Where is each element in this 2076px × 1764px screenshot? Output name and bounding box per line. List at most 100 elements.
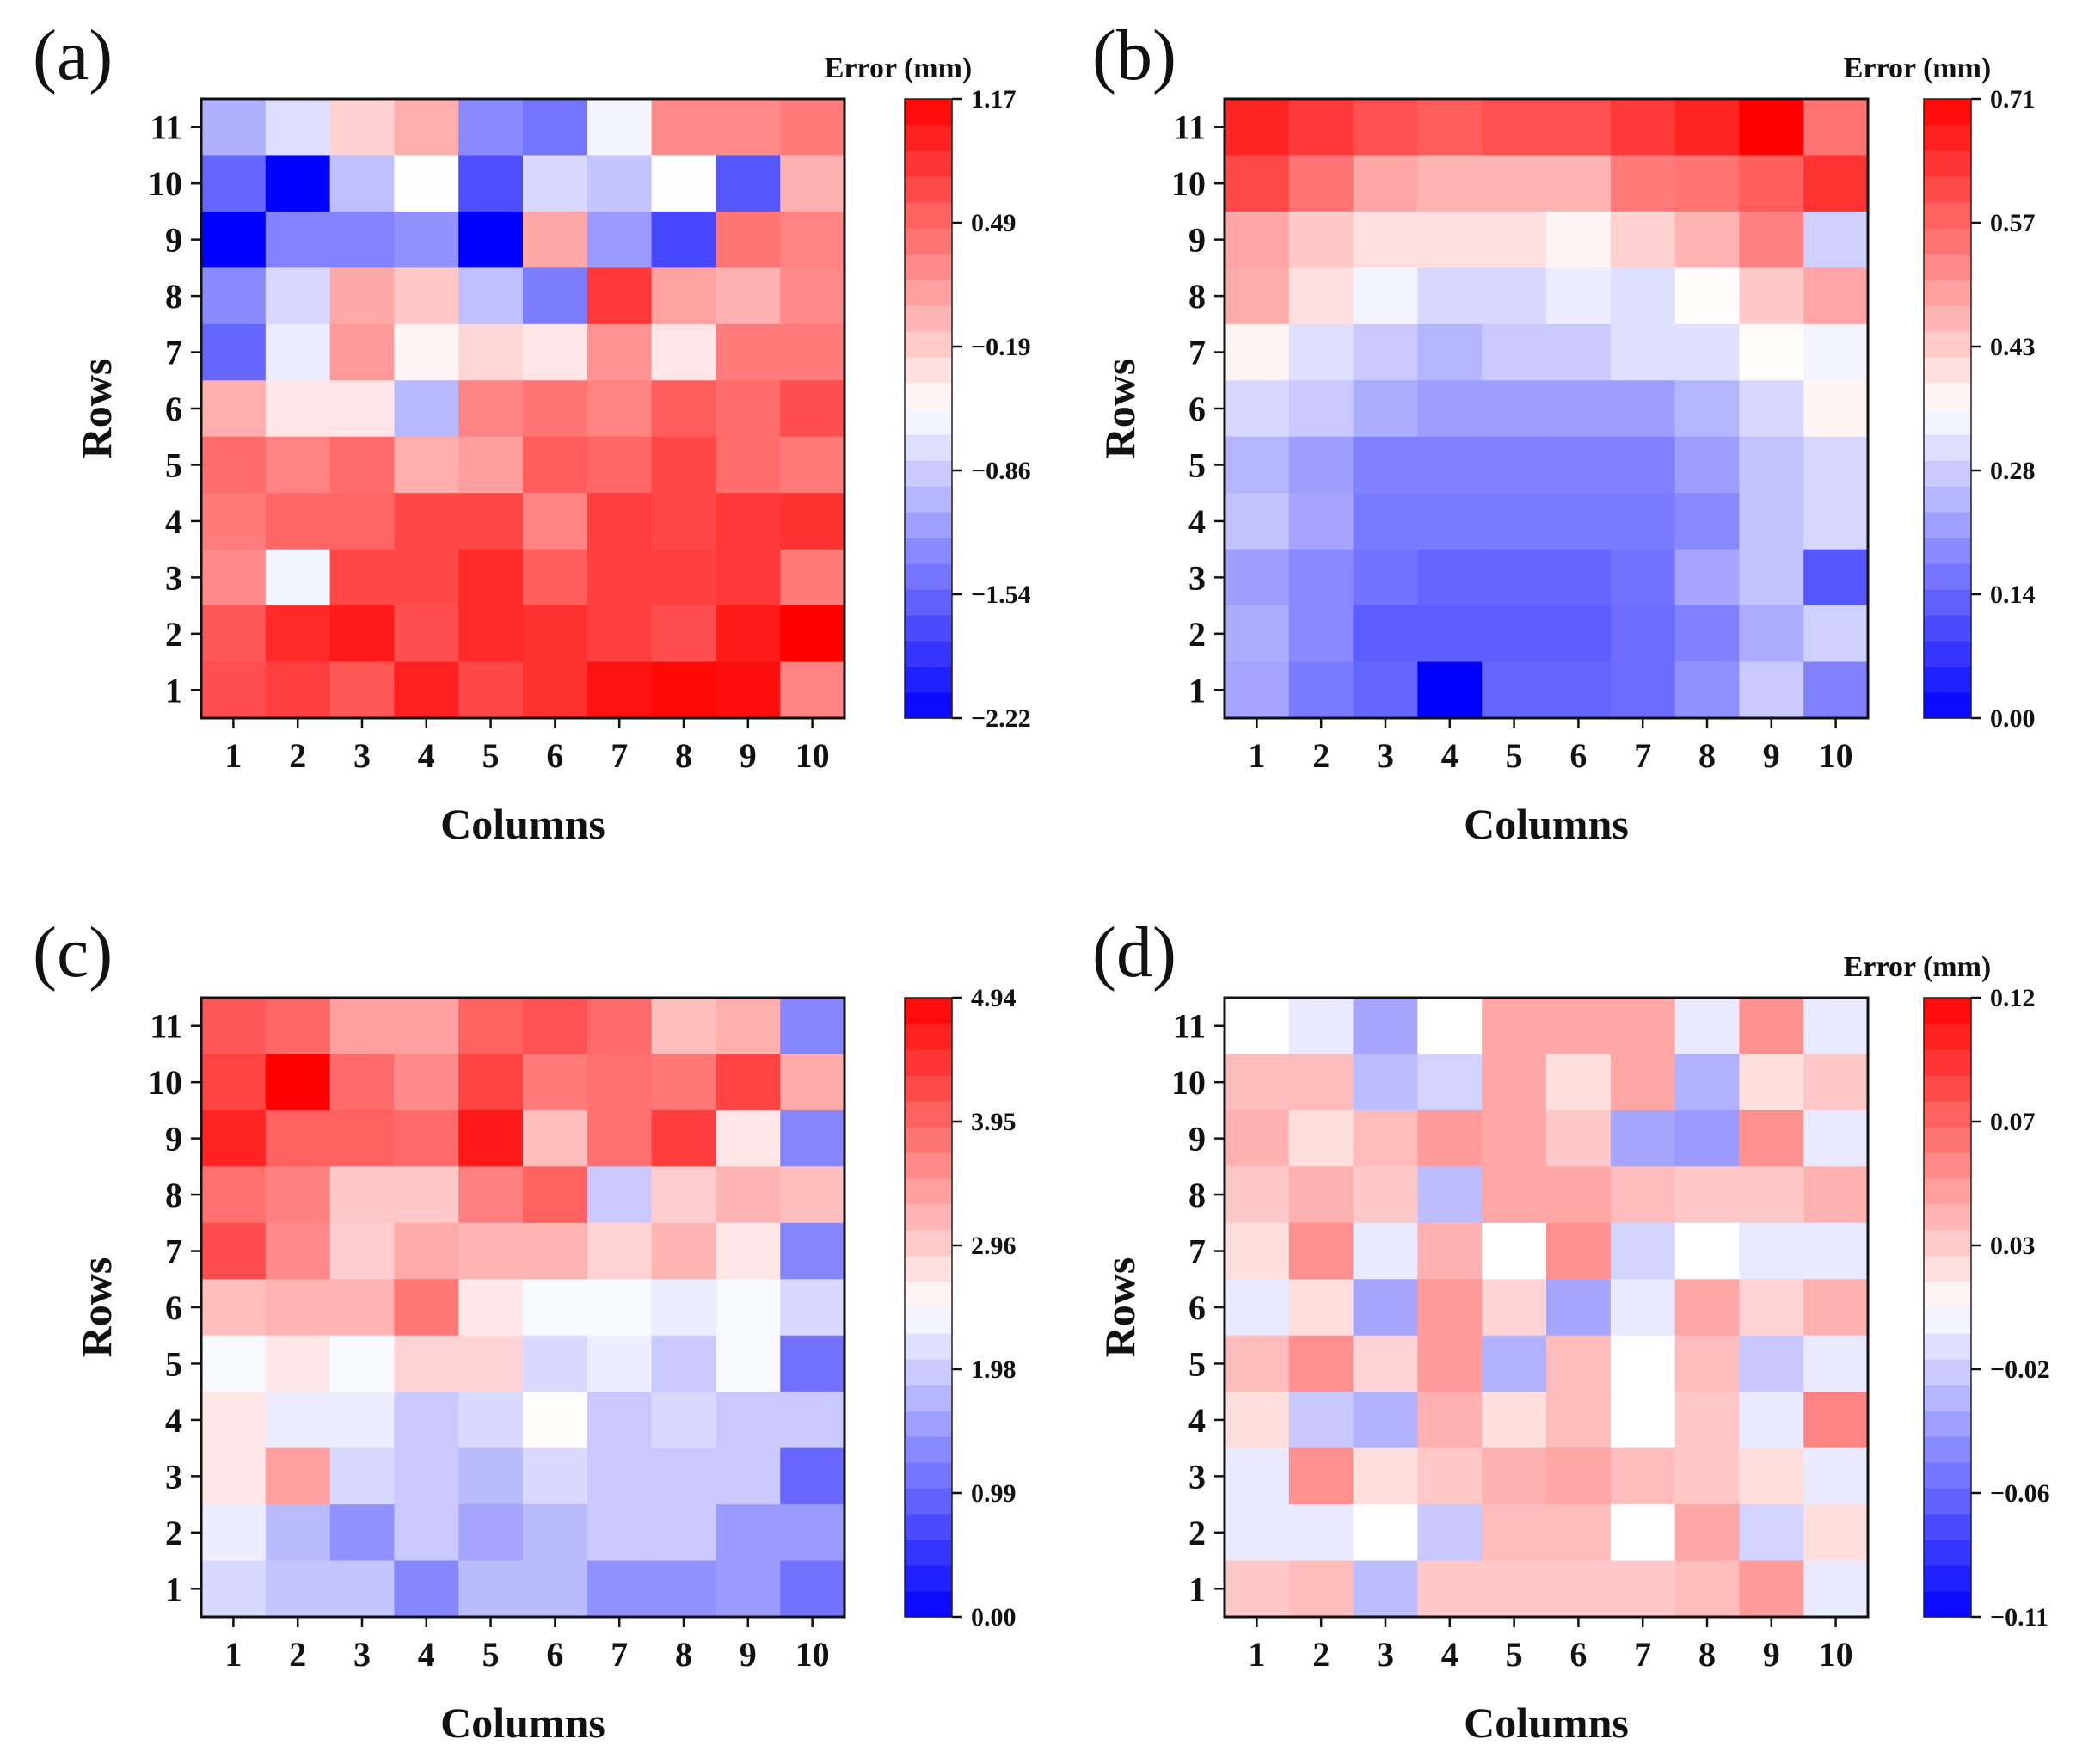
colorbar-segment <box>1924 589 1971 616</box>
heatmap-cell-r10-c6 <box>1546 155 1612 212</box>
heatmap-cell-r8-c8 <box>1674 267 1740 325</box>
x-tick-label: 9 <box>740 1635 757 1674</box>
heatmap-cell-r7-c3 <box>1353 323 1418 381</box>
heatmap-cell-r1-c7 <box>587 1560 653 1618</box>
colorbar-segment <box>905 254 952 280</box>
heatmap-cell-r9-c5 <box>458 1109 524 1167</box>
heatmap-cell-r11-c1 <box>201 998 267 1055</box>
y-tick-label: 3 <box>1188 1457 1206 1496</box>
heatmap-cell-r10-c7 <box>587 155 653 212</box>
heatmap-cell-r1-c5 <box>458 1560 524 1618</box>
heatmap-cell-r10-c2 <box>1288 155 1354 212</box>
heatmap-cell-r3-c6 <box>1546 549 1612 606</box>
heatmap-cell-r8-c4 <box>394 267 459 325</box>
y-tick-label: 3 <box>165 558 182 597</box>
y-tick-label: 1 <box>1188 671 1206 710</box>
heatmap-cell-r7-c2 <box>265 1222 331 1280</box>
heatmap-cell-r6-c10 <box>780 1279 845 1337</box>
heatmap-cell-r1-c2 <box>265 661 331 719</box>
heatmap-cell-r2-c10 <box>1803 1504 1869 1562</box>
heatmap-cell-r6-c6 <box>523 380 588 438</box>
heatmap-cell-r11-c6 <box>1546 99 1612 157</box>
heatmap-cell-r10-c1 <box>1225 155 1290 212</box>
heatmap-cell-r11-c9 <box>1739 99 1804 157</box>
heatmap-cell-r9-c5 <box>458 211 524 268</box>
y-tick-label: 10 <box>1171 1063 1206 1102</box>
heatmap-cell-r9-c9 <box>716 211 781 268</box>
colorbar-tick-label: −0.86 <box>971 457 1031 485</box>
heatmap-cell-r10-c5 <box>458 1054 524 1111</box>
heatmap-cell-r7-c5 <box>1482 323 1547 381</box>
heatmap-cell-r3-c3 <box>329 549 395 606</box>
heatmap-cell-r4-c7 <box>1610 1392 1676 1449</box>
x-tick-label: 2 <box>289 736 306 775</box>
heatmap-cell-r11-c3 <box>1353 99 1418 157</box>
heatmap-cell-r3-c5 <box>458 549 524 606</box>
heatmap-cell-r5-c3 <box>329 1335 395 1392</box>
colorbar-tick-label: 0.14 <box>1990 581 2036 609</box>
heatmap-cell-r8-c1 <box>201 267 267 325</box>
colorbar-segment <box>905 409 952 435</box>
colorbar-segment <box>905 1385 952 1411</box>
heatmap-cell-r1-c6 <box>1546 661 1612 719</box>
heatmap-cell-r4-c3 <box>1353 1392 1418 1449</box>
y-tick-label: 10 <box>1171 164 1206 203</box>
heatmap-cell-r2-c3 <box>1353 605 1418 663</box>
x-tick-label: 4 <box>418 1635 435 1674</box>
colorbar-segment <box>905 460 952 487</box>
heatmap-cell-r2-c5 <box>458 1504 524 1562</box>
colorbar-segment <box>905 538 952 564</box>
colorbar-segment <box>1924 228 1971 255</box>
colorbar-segment <box>1924 1023 1971 1050</box>
heatmap-cell-r10-c5 <box>1482 1054 1547 1111</box>
colorbar-tick-label: 0.49 <box>971 209 1017 237</box>
x-tick-label: 1 <box>224 736 242 775</box>
colorbar-segment <box>905 1204 952 1231</box>
heatmap-cell-r8-c5 <box>1482 1166 1547 1224</box>
heatmap-cell-r9-c3 <box>329 211 395 268</box>
heatmap-cell-r8-c3 <box>1353 1166 1418 1224</box>
heatmap-cell-r11-c10 <box>780 998 845 1055</box>
heatmap-cell-r7-c8 <box>651 1222 716 1280</box>
colorbar-tick-label: 4.94 <box>971 984 1017 1012</box>
heatmap-cell-r9-c5 <box>1482 211 1547 268</box>
heatmap-cell-r4-c2 <box>1288 1392 1354 1449</box>
heatmap-cell-r10-c5 <box>1482 155 1547 212</box>
colorbar-segment <box>1924 1230 1971 1257</box>
colorbar-segment <box>905 1023 952 1050</box>
x-tick-label: 5 <box>1506 1635 1523 1674</box>
heatmap-cell-r6-c7 <box>587 1279 653 1337</box>
colorbar-segment <box>1924 434 1971 461</box>
heatmap-cell-r1-c1 <box>1225 661 1290 719</box>
heatmap-cell-r5-c8 <box>1674 436 1740 494</box>
y-tick-label: 6 <box>1188 1288 1206 1327</box>
heatmap-cell-r5-c10 <box>1803 1335 1869 1392</box>
heatmap-cell-r8-c7 <box>587 1166 653 1224</box>
heatmap-cell-r8-c10 <box>1803 267 1869 325</box>
heatmap-cell-r8-c5 <box>1482 267 1547 325</box>
x-tick-label: 3 <box>353 1635 371 1674</box>
colorbar-segment <box>905 151 952 177</box>
colorbar-segment <box>905 1514 952 1540</box>
heatmap-cell-r8-c9 <box>716 267 781 325</box>
heatmap-cell-r4-c10 <box>780 1392 845 1449</box>
heatmap-cell-r6-c3 <box>1353 380 1418 438</box>
y-tick-label: 2 <box>1188 615 1206 654</box>
heatmap-cell-r5-c4 <box>1417 1335 1483 1392</box>
heatmap-cell-r6-c5 <box>458 1279 524 1337</box>
colorbar-tick-label: 0.07 <box>1990 1108 2036 1136</box>
heatmap-cell-r6-c10 <box>1803 380 1869 438</box>
heatmap-cell-r9-c1 <box>1225 211 1290 268</box>
heatmap-cell-r10-c10 <box>780 155 845 212</box>
x-tick-label: 7 <box>611 736 628 775</box>
heatmap-cell-r7-c6 <box>523 323 588 381</box>
colorbar-segment <box>1924 1488 1971 1515</box>
heatmap-cell-r6-c3 <box>329 380 395 438</box>
x-tick-label: 10 <box>795 1635 830 1674</box>
heatmap-cell-r11-c1 <box>1225 99 1290 157</box>
heatmap-cell-r8-c8 <box>651 267 716 325</box>
heatmap-cell-r6-c3 <box>1353 1279 1418 1337</box>
colorbar-segment <box>1924 1462 1971 1489</box>
heatmap-cell-r8-c7 <box>1610 1166 1676 1224</box>
y-tick-label: 1 <box>1188 1570 1206 1608</box>
